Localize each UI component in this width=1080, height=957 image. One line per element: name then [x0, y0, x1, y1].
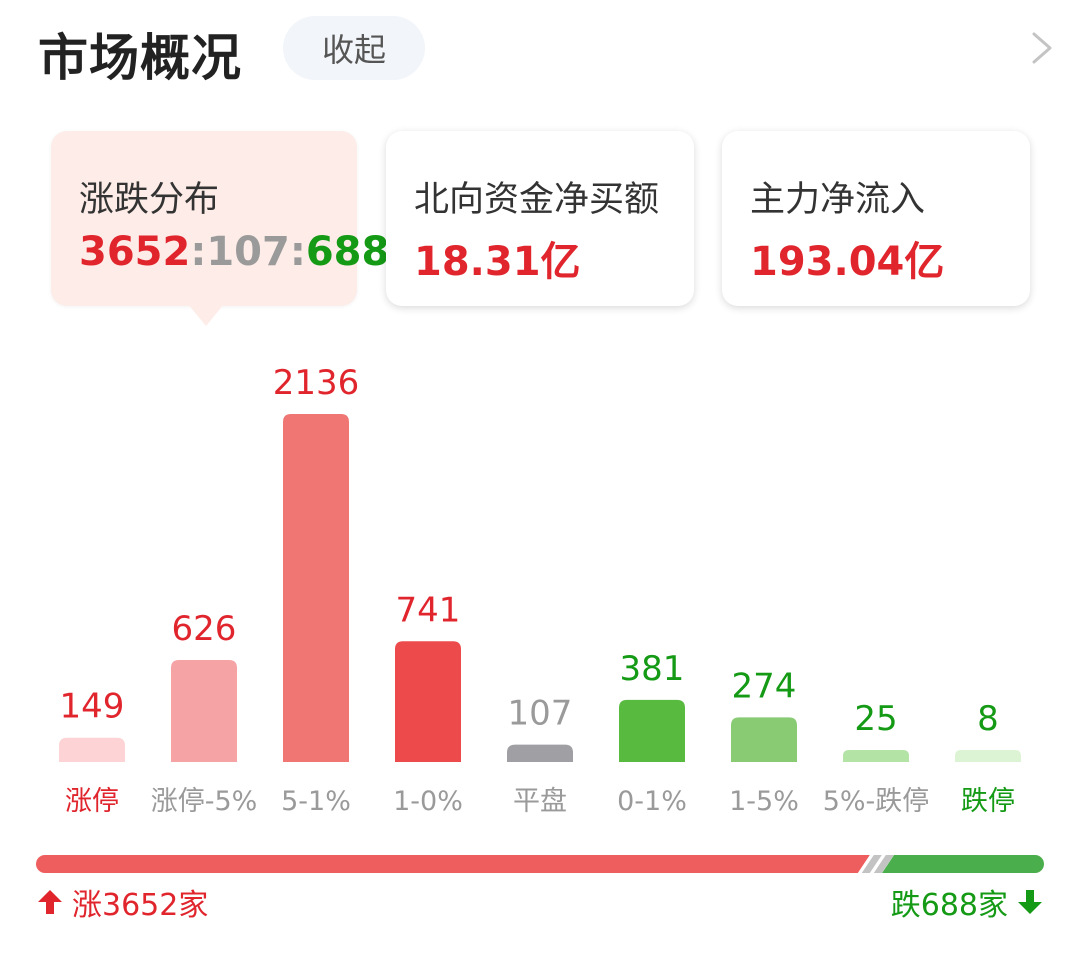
- card-northbound-net-buy[interactable]: 北向资金净买额 18.31亿: [386, 131, 694, 306]
- bar-value-label: 149: [60, 687, 125, 727]
- footer-down-text: 跌688家: [890, 888, 1008, 923]
- flat-count: 107: [206, 229, 290, 275]
- ratio-separator: :: [289, 229, 306, 275]
- down-count: 688: [305, 229, 390, 275]
- collapse-button[interactable]: 收起: [283, 16, 425, 80]
- chart-bar: [619, 699, 685, 762]
- ratio-flat-segment: [873, 855, 894, 873]
- bar-category-label: 0-1%: [617, 786, 687, 817]
- card-up-down-distribution[interactable]: 涨跌分布 3652:107:688: [51, 131, 389, 306]
- active-card-pointer: [188, 304, 224, 326]
- chart-bar: [395, 641, 461, 762]
- bar-value-label: 381: [620, 649, 685, 689]
- card-main-net-inflow[interactable]: 主力净流入 193.04亿: [722, 131, 1030, 306]
- bar-category-label: 平盘: [513, 786, 567, 817]
- card-label: 主力净流入: [750, 180, 926, 220]
- arrow-up-icon: [38, 890, 62, 914]
- bar-category-label: 涨停: [65, 786, 119, 817]
- chart-bar: [731, 717, 797, 762]
- bar-value-label: 274: [732, 666, 797, 706]
- bar-category-label: 5%-跌停: [823, 786, 930, 817]
- card-value: 193.04亿: [750, 239, 945, 285]
- ratio-separator: :: [190, 229, 207, 275]
- chart-bar: [507, 744, 573, 762]
- footer-down-count: 跌688家: [891, 880, 1044, 924]
- ratio-up-segment: [36, 855, 870, 873]
- ratio-down-segment: [882, 855, 1044, 873]
- arrow-down-icon: [1018, 890, 1042, 914]
- bar-value-label: 107: [508, 694, 573, 734]
- bar-value-label: 2136: [273, 363, 360, 403]
- distribution-bar-chart: 149 涨停 626 涨停-5% 2136 5-1% 741 1-0% 107 平盘 381 0-1%…: [59, 363, 1021, 817]
- page-title: 市场概况: [38, 29, 242, 87]
- bar-value-label: 8: [977, 699, 999, 739]
- card-value: 18.31亿: [414, 239, 581, 285]
- up-down-ratio-bar: [36, 855, 1044, 873]
- bar-category-label: 1-0%: [393, 786, 463, 817]
- bar-category-label: 跌停: [961, 786, 1015, 817]
- bar-category-label: 涨停-5%: [151, 786, 258, 817]
- bar-category-label: 5-1%: [281, 786, 351, 817]
- chart-bar: [955, 750, 1021, 762]
- chart-bar: [283, 414, 349, 762]
- bar-value-label: 626: [172, 609, 237, 649]
- chevron-right-icon[interactable]: [1022, 28, 1062, 68]
- chart-bar: [171, 660, 237, 762]
- footer-up-text: 涨3652家: [72, 888, 209, 923]
- card-label: 北向资金净买额: [414, 180, 660, 220]
- footer-up-count: 涨3652家: [36, 880, 208, 924]
- up-flat-down-ratio: 3652:107:688: [79, 229, 389, 275]
- chart-bar: [59, 737, 125, 762]
- bar-value-label: 741: [396, 590, 461, 630]
- up-count: 3652: [79, 229, 191, 275]
- bar-value-label: 25: [854, 699, 897, 739]
- chart-bar: [843, 750, 909, 762]
- card-label: 涨跌分布: [79, 180, 220, 220]
- bar-category-label: 1-5%: [729, 786, 799, 817]
- ratio-flat-segment: [861, 855, 882, 873]
